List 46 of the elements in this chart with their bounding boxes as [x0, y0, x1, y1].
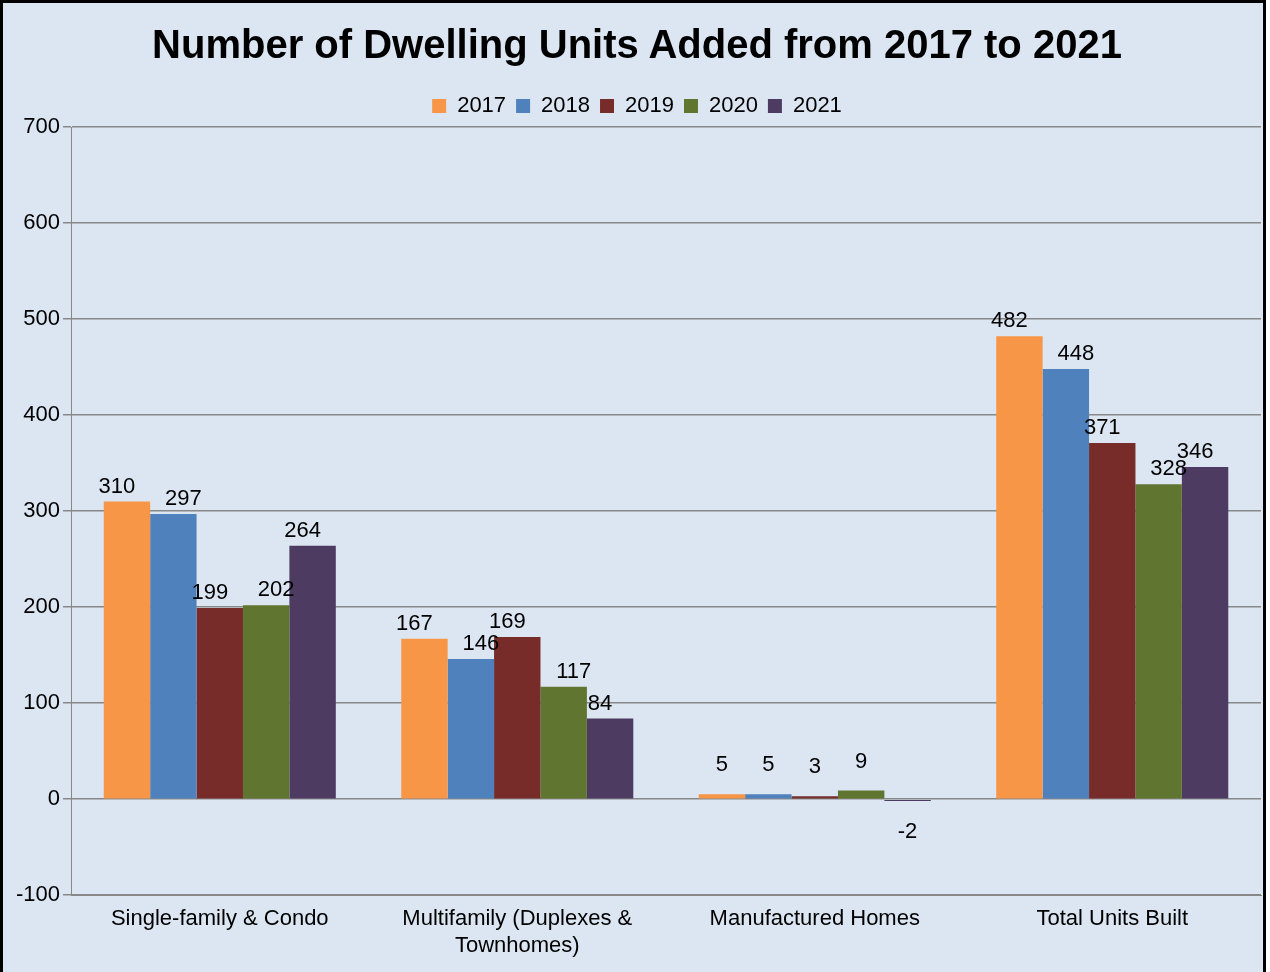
- bar: [103, 501, 151, 799]
- data-label: 482: [991, 307, 1028, 333]
- data-label: 310: [98, 472, 136, 498]
- data-label: 3: [808, 753, 821, 779]
- data-label: 117: [556, 657, 592, 683]
- legend-label: 2021: [792, 92, 842, 118]
- data-label: 448: [1057, 340, 1095, 366]
- data-label: 169: [488, 607, 526, 633]
- legend-label: 2019: [625, 92, 674, 118]
- data-label: 5: [715, 751, 729, 777]
- legend-label: 2018: [541, 92, 591, 118]
- bar: [1135, 484, 1182, 799]
- bar: [791, 796, 838, 799]
- bar: [996, 336, 1043, 799]
- data-label: 264: [284, 516, 321, 542]
- bar: [586, 718, 634, 799]
- x-tick-label: Multifamily (Duplexes & Townhomes): [402, 905, 633, 957]
- bar: [698, 794, 746, 799]
- data-label: -2: [897, 818, 918, 844]
- y-tick-label: 500: [23, 305, 61, 331]
- y-tick-label: 0: [47, 785, 61, 811]
- x-tick-label: Single-family & Condo: [110, 905, 329, 931]
- data-label: 9: [855, 747, 868, 773]
- bar: [401, 638, 448, 799]
- y-tick-label: 300: [23, 497, 61, 523]
- legend-label: 2020: [708, 92, 758, 118]
- y-tick-label: -100: [15, 881, 61, 907]
- legend-label: 2017: [457, 92, 507, 118]
- bar: [540, 686, 587, 799]
- y-tick-label: 700: [23, 113, 61, 139]
- bar: [745, 794, 792, 799]
- data-label: 167: [396, 609, 433, 635]
- y-tick-label: 400: [23, 401, 61, 427]
- data-label: 5: [762, 751, 775, 777]
- x-tick-label: Total Units Built: [1036, 905, 1189, 931]
- chart-title: Number of Dwelling Units Added from 2017 to 2021: [152, 22, 1122, 67]
- bar: [196, 608, 243, 799]
- bar: [447, 658, 495, 799]
- y-tick-label: 100: [23, 689, 61, 715]
- bar: [1089, 442, 1136, 799]
- y-tick-label: 200: [23, 593, 61, 619]
- data-label: 84: [587, 689, 613, 715]
- x-tick-label: Manufactured Homes: [709, 905, 920, 931]
- y-tick-label: 600: [23, 209, 61, 235]
- bar: [242, 605, 290, 799]
- data-label: 297: [165, 485, 202, 511]
